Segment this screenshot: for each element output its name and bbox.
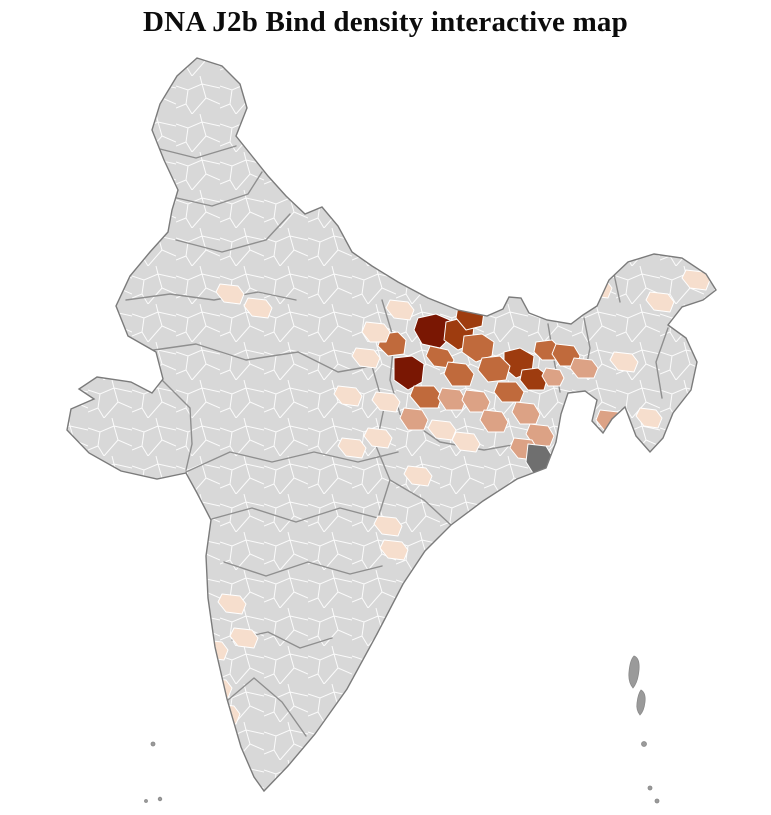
lakshadweep-islands[interactable] bbox=[144, 741, 163, 803]
district-shape[interactable] bbox=[451, 431, 481, 453]
andaman-islands[interactable] bbox=[628, 655, 660, 804]
district-shape[interactable] bbox=[443, 361, 475, 387]
island-shape[interactable] bbox=[157, 796, 163, 802]
island-shape[interactable] bbox=[628, 655, 640, 689]
district-shape[interactable] bbox=[217, 593, 247, 615]
district-shape[interactable] bbox=[461, 333, 495, 363]
district-shape[interactable] bbox=[379, 539, 409, 561]
district-shape[interactable] bbox=[399, 407, 429, 431]
state-border-line bbox=[613, 273, 621, 303]
district-shape[interactable] bbox=[215, 283, 245, 305]
district-borders-texture bbox=[67, 58, 716, 791]
state-border-line bbox=[185, 451, 399, 473]
district-shape[interactable] bbox=[363, 427, 393, 449]
state-border-line bbox=[297, 351, 373, 373]
district-shape[interactable] bbox=[351, 347, 381, 369]
state-border-line bbox=[139, 343, 299, 361]
district-shape[interactable] bbox=[479, 409, 509, 433]
state-border-line bbox=[167, 171, 263, 207]
district-shape[interactable] bbox=[361, 321, 391, 343]
district-shape[interactable] bbox=[635, 407, 663, 429]
island-shape[interactable] bbox=[641, 741, 647, 747]
state-border-line bbox=[389, 479, 453, 527]
state-border-line bbox=[161, 379, 193, 471]
district-shape[interactable] bbox=[229, 627, 259, 649]
state-border-line bbox=[175, 213, 291, 253]
page-title: DNA J2b Bind density interactive map bbox=[143, 6, 628, 38]
island-shape[interactable] bbox=[150, 741, 156, 747]
state-border-line bbox=[207, 507, 379, 523]
district-shape[interactable] bbox=[609, 351, 639, 373]
district-shape[interactable] bbox=[437, 387, 467, 411]
island-shape[interactable] bbox=[647, 785, 653, 791]
state-border-line bbox=[227, 677, 307, 737]
island-shape[interactable] bbox=[654, 798, 660, 804]
state-border-line bbox=[125, 291, 297, 301]
island-shape[interactable] bbox=[144, 799, 148, 803]
district-shape[interactable] bbox=[333, 385, 363, 407]
districts-medium bbox=[377, 331, 581, 409]
state-border-line bbox=[155, 145, 237, 159]
district-shape[interactable] bbox=[519, 367, 549, 391]
state-border-line bbox=[655, 327, 669, 399]
district-shape[interactable] bbox=[569, 357, 599, 379]
district-shape[interactable] bbox=[393, 355, 425, 391]
district-shape[interactable] bbox=[243, 297, 273, 319]
state-boundaries bbox=[125, 145, 669, 737]
district-shape[interactable] bbox=[371, 391, 401, 413]
island-shape[interactable] bbox=[636, 689, 646, 716]
district-shape[interactable] bbox=[541, 367, 565, 387]
district-shape[interactable] bbox=[409, 385, 443, 409]
district-shape[interactable] bbox=[373, 515, 403, 537]
district-shape[interactable] bbox=[385, 299, 415, 321]
district-shape[interactable] bbox=[403, 465, 433, 487]
district-shape[interactable] bbox=[511, 401, 541, 425]
state-border-line bbox=[223, 561, 383, 577]
districts-very-high bbox=[393, 313, 453, 391]
district-shape[interactable] bbox=[525, 423, 555, 447]
district-shape[interactable] bbox=[477, 355, 511, 383]
district-shape[interactable] bbox=[645, 291, 675, 313]
district-shape[interactable] bbox=[337, 437, 367, 459]
